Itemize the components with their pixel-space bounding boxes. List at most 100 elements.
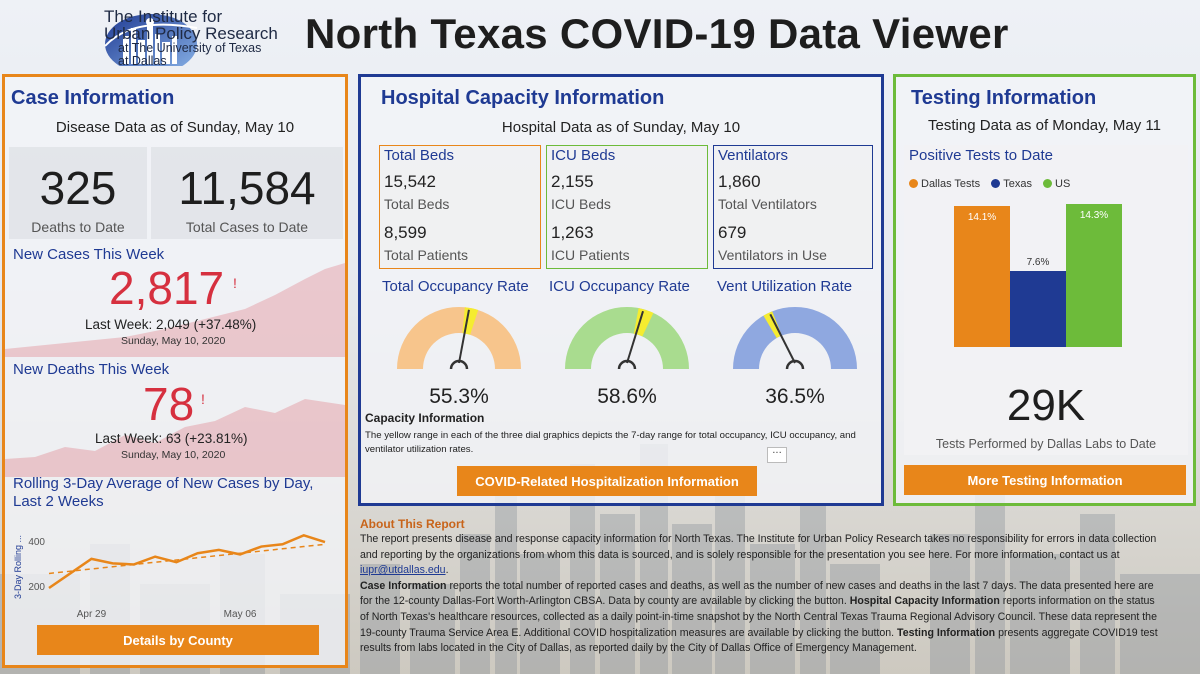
about-case-lead: Case Information xyxy=(360,579,447,592)
deaths-to-date-card: 325 Deaths to Date xyxy=(9,147,147,239)
positive-tests-legend: Dallas Tests Texas US xyxy=(909,173,1076,192)
total-ventilators-value: 1,860 xyxy=(718,172,761,191)
rolling-y-tick-0: 200 xyxy=(28,582,45,593)
new-deaths-trend-area xyxy=(5,399,345,477)
icu-occupancy-value: 58.6% xyxy=(597,385,657,408)
rolling-x-tick-1: May 06 xyxy=(224,609,257,620)
new-cases-trend-area xyxy=(5,263,345,357)
about-paragraph-1: The report presents disease and response… xyxy=(360,532,1160,579)
case-panel-title: Case Information xyxy=(11,87,175,109)
icu-patients-label: ICU Patients xyxy=(551,247,630,263)
bar-label-dallas-tests: 14.1% xyxy=(968,212,996,223)
total-beds-label: Total Beds xyxy=(384,196,450,212)
gauge-hub xyxy=(785,359,805,370)
bar-us xyxy=(1066,204,1122,347)
testing-information-panel: Testing Information Testing Data as of M… xyxy=(893,74,1196,506)
about-test-lead: Testing Information xyxy=(897,626,996,639)
new-cases-title: New Cases This Week xyxy=(13,246,165,263)
logo-line-4: at Dallas xyxy=(118,53,167,68)
gauge-7day-range xyxy=(633,308,654,337)
total-occupancy-title: Total Occupancy Rate xyxy=(382,278,529,295)
case-data-date: Disease Data as of Sunday, May 10 xyxy=(55,119,295,136)
contact-email-link[interactable]: iupr@utdallas.edu xyxy=(360,564,446,577)
bar-label-us: 14.3% xyxy=(1080,210,1108,221)
tests-performed-label: Tests Performed by Dallas Labs to Date xyxy=(935,437,1157,451)
page-title: North Texas COVID-19 Data Viewer xyxy=(305,10,1009,57)
total-occupancy-gauge xyxy=(397,306,521,370)
tests-performed-value: 29K xyxy=(1006,381,1086,430)
gauge-needle xyxy=(458,309,470,364)
hospitalization-info-button[interactable]: COVID-Related Hospitalization Informatio… xyxy=(457,466,757,496)
hospital-panel-title: Hospital Capacity Information xyxy=(381,87,665,109)
legend-texas-swatch xyxy=(991,179,1001,188)
total-patients-label: Total Patients xyxy=(384,247,469,263)
gauge-7day-range xyxy=(763,311,782,339)
legend-us: US xyxy=(1043,178,1070,190)
about-case-text: reports the total number of reported cas… xyxy=(360,579,1154,608)
total-beds-card: Total Beds 15,542 Total Beds 8,599 Total… xyxy=(379,145,541,269)
total-occupancy-value: 55.3% xyxy=(429,385,489,408)
new-cases-date: Sunday, May 10, 2020 xyxy=(121,335,226,347)
ventilators-in-use-value: 679 xyxy=(718,223,747,242)
vent-utilization-value: 36.5% xyxy=(765,385,825,408)
about-report-section: About This Report The report presents di… xyxy=(360,516,1160,657)
positive-tests-card: Positive Tests to Date Dallas Tests Texa… xyxy=(904,145,1188,455)
new-deaths-value: 78 xyxy=(143,378,195,430)
about-intro-text: The report presents disease and response… xyxy=(360,533,1157,561)
new-deaths-title: New Deaths This Week xyxy=(13,361,170,378)
gauge-hub xyxy=(449,359,469,370)
legend-texas: Texas xyxy=(991,178,1032,190)
hospital-capacity-panel: Hospital Capacity Information Hospital D… xyxy=(358,74,884,506)
positive-tests-title: Positive Tests to Date xyxy=(909,147,1053,164)
logo-line-1: The Institute for xyxy=(104,7,223,26)
new-deaths-alert-icon: ! xyxy=(201,391,205,407)
icu-patients-value: 1,263 xyxy=(551,223,594,242)
new-cases-value: 2,817 xyxy=(109,262,225,314)
testing-data-date: Testing Data as of Monday, May 11 xyxy=(928,117,1161,134)
positive-tests-chart: 14.1% 7.6% 14.3% xyxy=(954,204,1122,347)
total-beds-card-title: Total Beds xyxy=(384,147,455,164)
new-deaths-last-week: Last Week: 63 (+23.81%) xyxy=(95,431,248,446)
about-intro-end: . xyxy=(445,564,449,577)
total-cases-label: Total Cases to Date xyxy=(185,219,309,235)
ventilators-card-title: Ventilators xyxy=(718,147,789,164)
legend-texas-label: Texas xyxy=(1003,177,1032,190)
legend-us-label: US xyxy=(1055,177,1071,190)
legend-dallas-swatch xyxy=(909,179,918,188)
gauge-track xyxy=(565,306,689,369)
new-cases-last-week: Last Week: 2,049 (+37.48%) xyxy=(85,317,257,332)
details-by-county-button[interactable]: Details by County xyxy=(37,625,319,655)
capacity-info-title: Capacity Information xyxy=(365,411,485,425)
icu-beds-card-title: ICU Beds xyxy=(551,147,616,164)
about-test-text: presents aggregate COVID19 test results … xyxy=(360,626,1158,655)
deaths-value: 325 xyxy=(39,162,117,214)
more-options-icon[interactable]: ··· xyxy=(767,447,787,463)
bar-label-texas: 7.6% xyxy=(1027,257,1050,268)
more-testing-info-button[interactable]: More Testing Information xyxy=(904,465,1186,495)
about-paragraph-2: Case Information reports the total numbe… xyxy=(360,579,1160,657)
legend-dallas-label: Dallas Tests xyxy=(921,177,981,190)
vent-utilization-gauge xyxy=(733,306,857,370)
ventilators-in-use-label: Ventilators in Use xyxy=(718,247,827,263)
bar-texas xyxy=(1010,271,1066,347)
rolling-average-line xyxy=(48,534,326,590)
icu-beds-card: ICU Beds 2,155 ICU Beds 1,263 ICU Patien… xyxy=(546,145,708,269)
testing-panel-title: Testing Information xyxy=(911,87,1097,109)
logo-line-2: Urban Policy Research xyxy=(104,24,278,43)
about-hosp-lead: Hospital Capacity Information xyxy=(849,595,1000,608)
gauge-needle xyxy=(626,310,644,364)
legend-us-swatch xyxy=(1043,179,1053,188)
gauge-needle xyxy=(769,313,796,364)
gauge-track xyxy=(733,306,857,369)
total-beds-value: 15,542 xyxy=(384,172,436,191)
rolling-trend-line xyxy=(48,543,326,575)
rolling-y-axis-label: 3-Day Rolling ... xyxy=(13,535,23,599)
capacity-info-text: The yellow range in each of the three di… xyxy=(365,430,856,455)
icu-occupancy-gauge xyxy=(565,306,689,370)
total-patients-value: 8,599 xyxy=(384,223,427,242)
ventilators-card: Ventilators 1,860 Total Ventilators 679 … xyxy=(713,145,873,269)
deaths-label: Deaths to Date xyxy=(31,219,125,235)
vent-utilization-title: Vent Utilization Rate xyxy=(717,278,853,295)
total-cases-value: 11,584 xyxy=(178,162,316,214)
total-cases-card: 11,584 Total Cases to Date xyxy=(151,147,343,239)
